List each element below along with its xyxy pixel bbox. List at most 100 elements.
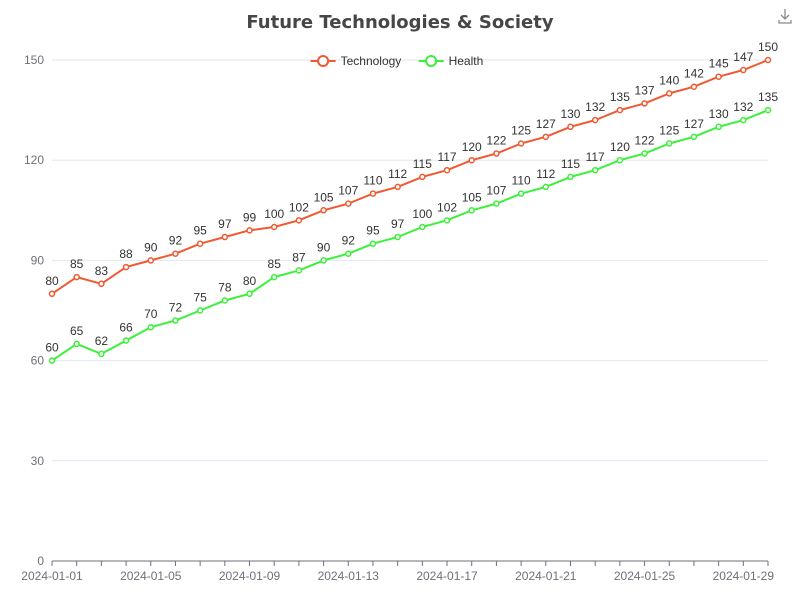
legend-label: Technology	[341, 54, 402, 68]
data-label-technology: 99	[243, 210, 257, 224]
data-point-health[interactable]	[172, 317, 179, 324]
data-point-health[interactable]	[616, 156, 624, 164]
data-label-health: 132	[733, 100, 753, 114]
data-point-health[interactable]	[147, 323, 155, 331]
data-point-technology[interactable]	[468, 156, 475, 164]
data-point-health[interactable]	[665, 140, 673, 147]
data-point-technology[interactable]	[493, 150, 500, 157]
data-point-technology[interactable]	[690, 83, 698, 90]
legend-label: Health	[449, 54, 484, 68]
data-point-technology[interactable]	[764, 56, 772, 64]
data-label-health: 125	[659, 124, 679, 138]
data-point-technology[interactable]	[196, 240, 204, 247]
data-label-technology: 117	[437, 150, 456, 164]
data-label-health: 80	[243, 274, 257, 288]
data-label-technology: 142	[684, 67, 704, 81]
data-point-technology[interactable]	[122, 263, 130, 271]
data-label-health: 85	[268, 257, 282, 271]
data-point-health[interactable]	[764, 106, 772, 114]
y-tick-label: 60	[31, 354, 45, 368]
data-point-technology[interactable]	[740, 66, 747, 74]
data-point-technology[interactable]	[295, 217, 303, 224]
data-label-technology: 100	[264, 207, 284, 221]
data-point-technology[interactable]	[345, 200, 352, 207]
data-point-technology[interactable]	[641, 100, 648, 107]
data-point-technology[interactable]	[542, 133, 550, 141]
x-tick-label: 2024-01-25	[614, 569, 676, 583]
data-point-technology[interactable]	[665, 90, 673, 97]
data-point-health[interactable]	[270, 273, 278, 281]
data-point-technology[interactable]	[369, 190, 377, 197]
data-point-health[interactable]	[320, 257, 327, 264]
chart-title: Future Technologies & Society	[246, 12, 553, 33]
data-point-technology[interactable]	[221, 233, 229, 241]
data-point-health[interactable]	[690, 133, 698, 141]
data-label-health: 130	[709, 107, 729, 121]
data-point-health[interactable]	[48, 357, 56, 364]
data-point-technology[interactable]	[147, 257, 155, 264]
data-label-health: 70	[144, 307, 158, 321]
data-point-technology[interactable]	[715, 73, 722, 80]
x-tick-label: 2024-01-29	[713, 569, 775, 583]
data-point-health[interactable]	[443, 217, 451, 224]
data-point-health[interactable]	[98, 350, 105, 358]
data-label-technology: 83	[95, 264, 109, 278]
data-point-technology[interactable]	[270, 223, 278, 231]
data-point-technology[interactable]	[591, 116, 599, 124]
data-point-technology[interactable]	[616, 106, 624, 114]
data-point-health[interactable]	[740, 116, 747, 124]
data-label-technology: 122	[486, 134, 506, 148]
data-point-health[interactable]	[73, 340, 80, 348]
data-label-technology: 120	[462, 140, 482, 154]
data-label-health: 62	[95, 334, 109, 348]
data-label-technology: 145	[709, 57, 729, 71]
data-point-technology[interactable]	[394, 183, 401, 191]
data-point-technology[interactable]	[443, 166, 451, 174]
data-label-health: 100	[412, 207, 432, 221]
data-point-technology[interactable]	[246, 227, 253, 234]
data-label-technology: 97	[218, 217, 232, 231]
data-point-technology[interactable]	[48, 290, 56, 298]
data-label-health: 60	[45, 341, 59, 355]
data-point-health[interactable]	[246, 290, 253, 298]
data-point-health[interactable]	[468, 207, 475, 214]
data-point-technology[interactable]	[73, 273, 80, 281]
data-point-technology[interactable]	[419, 173, 426, 181]
data-point-health[interactable]	[369, 240, 377, 247]
data-point-health[interactable]	[715, 123, 722, 131]
data-label-health: 87	[292, 250, 306, 264]
data-point-health[interactable]	[221, 297, 229, 304]
data-label-technology: 150	[758, 40, 778, 54]
data-point-technology[interactable]	[320, 207, 327, 214]
data-point-health[interactable]	[295, 267, 303, 274]
data-label-technology: 85	[70, 257, 84, 271]
data-label-technology: 125	[511, 124, 531, 138]
data-point-technology[interactable]	[172, 250, 179, 257]
legend-item-technology[interactable]: Technology	[310, 54, 402, 68]
data-point-health[interactable]	[196, 307, 204, 314]
x-tick-label: 2024-01-17	[416, 569, 478, 583]
data-point-health[interactable]	[591, 166, 599, 174]
legend-item-health[interactable]: Health	[418, 54, 484, 68]
data-label-health: 75	[193, 291, 207, 305]
data-point-technology[interactable]	[517, 140, 525, 147]
data-point-health[interactable]	[517, 190, 525, 197]
download-icon[interactable]	[776, 6, 794, 24]
grid	[52, 59, 768, 462]
data-point-health[interactable]	[122, 337, 130, 344]
data-point-health[interactable]	[567, 173, 574, 181]
series-layer	[48, 56, 772, 364]
data-point-health[interactable]	[394, 233, 401, 241]
data-point-technology[interactable]	[567, 123, 574, 131]
data-point-health[interactable]	[345, 250, 352, 257]
data-label-health: 127	[684, 117, 704, 131]
data-label-technology: 107	[338, 184, 358, 198]
data-label-health: 135	[758, 90, 778, 104]
data-point-health[interactable]	[641, 150, 648, 157]
data-label-technology: 92	[169, 234, 183, 248]
data-point-technology[interactable]	[98, 280, 105, 288]
data-point-health[interactable]	[419, 223, 426, 231]
data-point-health[interactable]	[542, 183, 550, 191]
data-point-health[interactable]	[493, 200, 500, 207]
data-label-health: 66	[119, 321, 133, 335]
